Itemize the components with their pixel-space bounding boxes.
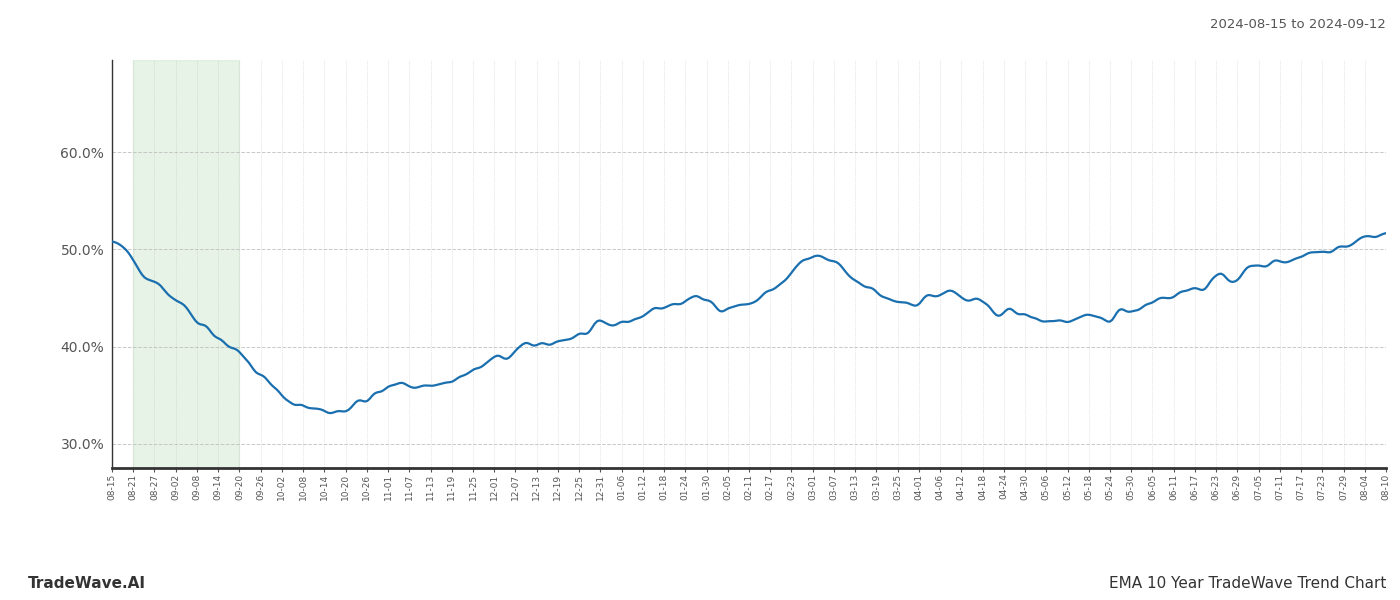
Text: TradeWave.AI: TradeWave.AI bbox=[28, 576, 146, 591]
Bar bbox=[133, 60, 239, 468]
Text: EMA 10 Year TradeWave Trend Chart: EMA 10 Year TradeWave Trend Chart bbox=[1109, 576, 1386, 591]
Text: 2024-08-15 to 2024-09-12: 2024-08-15 to 2024-09-12 bbox=[1210, 18, 1386, 31]
